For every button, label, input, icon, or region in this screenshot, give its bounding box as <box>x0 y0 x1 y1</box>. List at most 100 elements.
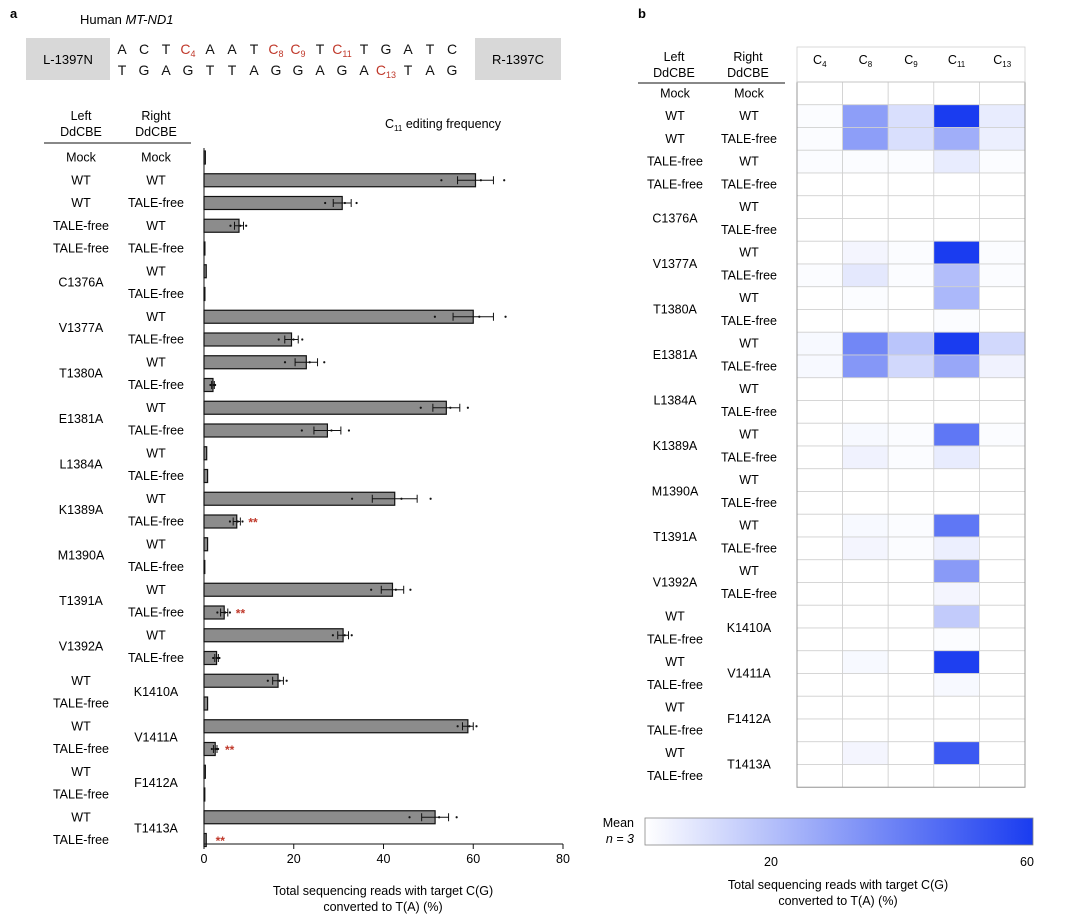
sequence-base: T <box>316 41 325 57</box>
heatmap-cell <box>796 764 843 788</box>
heatmap-cell <box>979 286 1026 310</box>
row-label-left: TALE-free <box>53 788 109 802</box>
sequence-base: C13 <box>376 62 396 80</box>
heatmap-cell <box>933 104 980 128</box>
heatmap-cell <box>933 695 980 720</box>
heatmap-cell <box>979 331 1026 356</box>
legend-xlabel-line2: converted to T(A) (%) <box>778 894 897 908</box>
heatmap-cell <box>842 718 889 743</box>
heatmap-cell <box>796 718 843 743</box>
row-label-right: TALE-free <box>721 359 777 373</box>
heatmap-cell <box>933 354 980 379</box>
data-point <box>478 315 481 318</box>
row-label-right: Mock <box>141 151 172 165</box>
data-point <box>343 201 347 205</box>
row-label-right: WT <box>739 246 759 260</box>
heatmap-cell <box>933 559 980 583</box>
sequence-base: T <box>162 41 171 57</box>
bar <box>203 719 469 734</box>
heatmap-cell <box>796 422 843 447</box>
heatmap-cell <box>933 627 980 652</box>
data-point <box>440 179 443 182</box>
heatmap-cell <box>887 627 935 652</box>
heatmap-cell <box>933 673 980 697</box>
heatmap-cell <box>933 149 980 174</box>
data-point <box>400 497 403 500</box>
heatmap-cell <box>796 286 843 310</box>
heatmap-cell <box>979 445 1026 470</box>
heatmap-cell <box>979 149 1026 174</box>
sequence-base: G <box>183 62 194 78</box>
row-label-left: TALE-free <box>647 723 703 737</box>
row-label-left: E1381A <box>59 412 104 426</box>
bar <box>203 628 344 643</box>
row-label-right: WT <box>739 382 759 396</box>
heatmap-cell <box>796 536 843 561</box>
heatmap-cell <box>796 377 843 401</box>
data-point <box>433 315 436 318</box>
sequence-base: C <box>447 41 457 57</box>
data-point <box>419 406 422 409</box>
heatmap-cell <box>796 127 843 151</box>
significance-marker: ** <box>225 743 235 757</box>
heatmap-cell <box>796 354 843 379</box>
heatmap-cell <box>887 195 935 219</box>
legend-mean-label: Mean <box>603 816 634 830</box>
heatmap-column-label: C8 <box>859 53 873 69</box>
bar <box>203 309 474 324</box>
bar <box>203 468 209 484</box>
row-label-right: WT <box>739 291 759 305</box>
dna-sequence-top: A C T C4 A A T C8 C9 T C11 T G A T C <box>117 41 457 59</box>
row-label-left: WT <box>665 132 685 146</box>
heatmap-cell <box>796 468 843 492</box>
heatmap-cell <box>887 468 935 492</box>
legend-colorbar <box>644 817 1034 846</box>
row-label-left: WT <box>71 719 91 733</box>
data-point <box>266 679 269 682</box>
heatmap-cell <box>842 127 889 151</box>
data-point <box>239 224 242 227</box>
data-point <box>504 315 507 318</box>
heatmap-cell <box>887 764 935 788</box>
heatmap-cell <box>842 513 889 538</box>
heatmap-cell <box>887 559 935 583</box>
data-point <box>468 725 471 728</box>
heatmap-cell <box>933 536 980 561</box>
heatmap-cell <box>887 104 935 128</box>
row-label-right: WT <box>739 109 759 123</box>
sequence-base: A <box>227 41 237 57</box>
row-label-right: TALE-free <box>721 314 777 328</box>
heatmap-cell <box>933 127 980 151</box>
heatmap-cell <box>933 286 980 310</box>
dna-sequence-bottom: T G A G T T A G G A G A C13 T A G <box>118 62 458 80</box>
row-label-left: K1389A <box>653 439 698 453</box>
heatmap-cell <box>842 582 889 606</box>
x-tick-label: 60 <box>466 852 480 866</box>
heatmap-cell <box>887 718 935 743</box>
data-point <box>301 338 304 341</box>
heatmap-column-label: C4 <box>813 53 827 69</box>
heatmap-cell <box>796 263 843 288</box>
heatmap-cell <box>933 741 980 765</box>
heatmap-cell <box>887 81 935 106</box>
row-label-right: TALE-free <box>721 177 777 191</box>
heatmap-cell <box>887 309 935 333</box>
heatmap-cell <box>979 513 1026 538</box>
data-point <box>216 656 219 660</box>
heatmap-cell <box>933 445 980 470</box>
bar <box>203 218 240 233</box>
b-left-header-line2: DdCBE <box>653 66 695 80</box>
heatmap-cell <box>796 491 843 515</box>
heatmap-cell <box>979 104 1026 128</box>
heatmap-cell <box>979 240 1026 265</box>
heatmap-cell <box>933 764 980 788</box>
heatmap-cell <box>887 422 935 447</box>
heatmap-column-headers: C4 C8 C9 C11 C13 <box>813 53 1012 69</box>
row-label-right: TALE-free <box>128 333 184 347</box>
row-label-right: TALE-free <box>128 242 184 256</box>
heatmap-cell <box>887 263 935 288</box>
row-label-right: WT <box>146 537 166 551</box>
data-point <box>214 383 217 387</box>
heatmap-cell <box>796 582 843 606</box>
row-label-left: L1384A <box>653 394 697 408</box>
